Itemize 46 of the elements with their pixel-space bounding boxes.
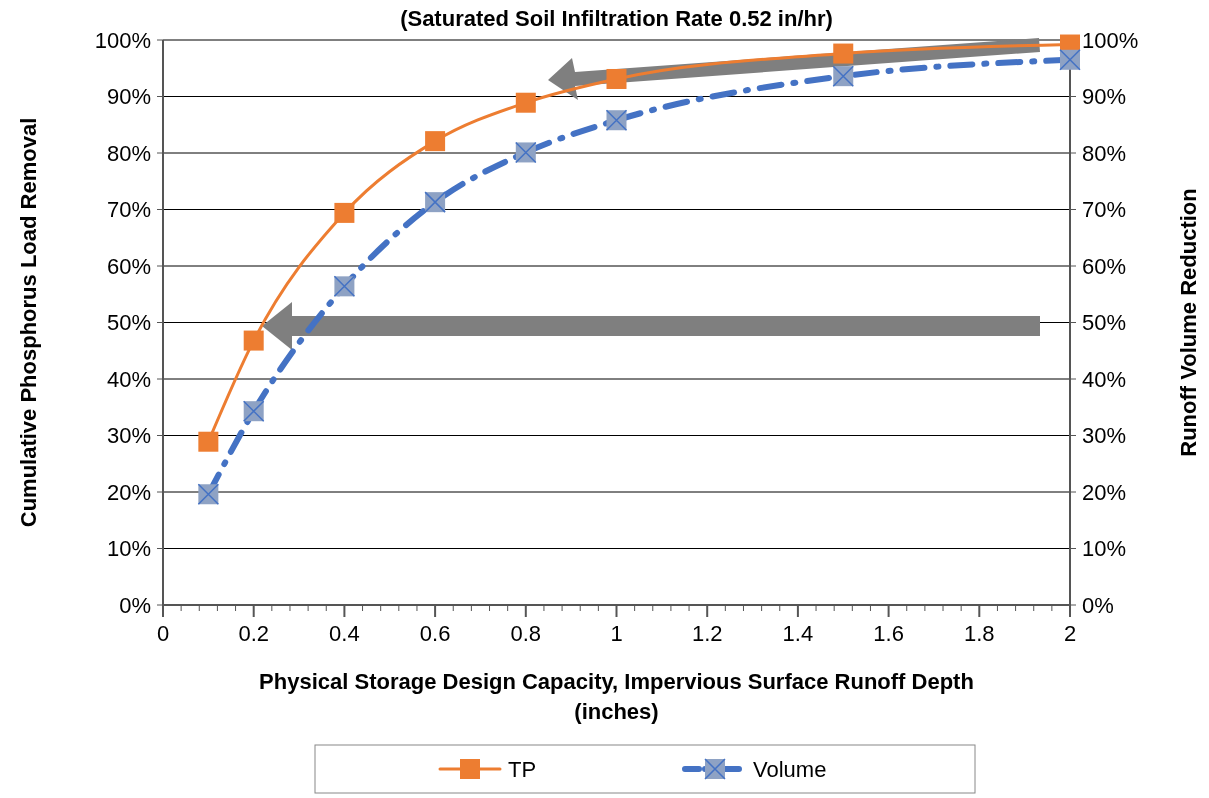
point	[515, 92, 536, 113]
y-axis-title: Cumulative Phosphorus Load Removal	[16, 117, 41, 528]
legend-label: TP	[508, 756, 537, 782]
chart-title: (Saturated Soil Infiltration Rate 0.52 in/hr)	[400, 6, 833, 31]
y2-tick-label: 40%	[1082, 366, 1127, 392]
x-tick-label: 0.2	[238, 621, 269, 646]
x-tick-label: 1.2	[691, 621, 723, 646]
x-tick-label: 0.6	[419, 621, 451, 646]
x-tick-label: 1	[610, 621, 623, 646]
y-tick-label: 60%	[106, 253, 151, 279]
y2-tick-label: 10%	[1082, 536, 1127, 562]
y2-tick-label: 30%	[1082, 423, 1127, 449]
x-tick-label: 1.4	[782, 621, 814, 646]
x-tick-label: 1.8	[964, 621, 995, 646]
y2-tick-label: 20%	[1082, 479, 1127, 505]
y-tick-label: 90%	[106, 84, 151, 110]
x-tick-label: 0	[156, 621, 170, 646]
y2-tick-label: 80%	[1082, 140, 1127, 166]
point	[833, 43, 854, 64]
y2-tick-label: 50%	[1082, 310, 1127, 336]
y-tick-label: 40%	[106, 366, 151, 392]
x-axis-title: Physical Storage Design Capacity, Impervious Surface Runoff Depth (inches)	[259, 669, 974, 724]
y-tick-label: 80%	[106, 140, 151, 166]
x-tick-label: 0.4	[329, 621, 360, 646]
x-tick-label: 0.8	[510, 621, 542, 646]
point	[243, 330, 264, 351]
legend-label: Volume	[753, 756, 827, 782]
y2-tick-label: 0%	[1082, 592, 1114, 618]
point	[334, 202, 355, 223]
y-tick-label: 100%	[94, 27, 151, 53]
y2-tick-label: 100%	[1082, 27, 1139, 53]
y-tick-label: 50%	[106, 310, 151, 336]
point	[425, 131, 446, 152]
y-tick-label: 10%	[106, 536, 151, 562]
x-tick-label: 2	[1063, 621, 1077, 646]
x-tick-label: 1.6	[873, 621, 904, 646]
y2-tick-label: 60%	[1082, 253, 1127, 279]
y-tick-label: 20%	[106, 479, 151, 505]
y2-tick-label: 70%	[1082, 197, 1127, 223]
y2-tick-label: 90%	[1082, 84, 1127, 110]
point	[198, 431, 219, 452]
y-tick-label: 0%	[119, 592, 151, 618]
point	[606, 68, 627, 89]
y2-axis-title: Runoff Volume Reduction	[1176, 188, 1201, 457]
y-tick-label: 70%	[106, 197, 151, 223]
y-tick-label: 30%	[106, 423, 151, 449]
